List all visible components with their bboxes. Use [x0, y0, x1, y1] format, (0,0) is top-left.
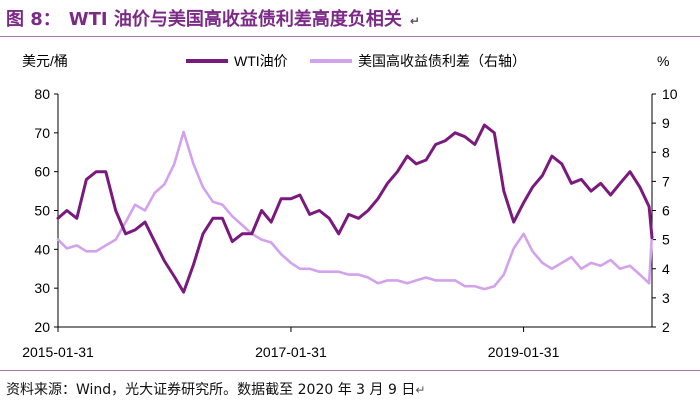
y-left-tick-label: 40 — [34, 241, 50, 257]
legend: WTI油价 美国高收益债利差（右轴） — [186, 53, 526, 69]
y-left-tick-label: 60 — [34, 164, 50, 180]
x-tick-label: 2019-01-31 — [488, 344, 560, 360]
x-tick-label: 2015-01-31 — [22, 344, 94, 360]
tick-group: 20 30 40 50 60 70 80 2 3 4 5 6 7 8 9 10 2015-01-31 2017-0… — [22, 86, 678, 360]
y-left-tick-label: 50 — [34, 203, 50, 219]
y-left-tick-label: 80 — [34, 86, 50, 102]
figure-title-text: WTI 油价与美国高收益债利差高度负相关 — [68, 9, 402, 30]
series-line-wti — [56, 123, 654, 294]
title-end-mark-icon: ↵ — [409, 14, 420, 28]
chart-axes — [57, 94, 653, 328]
y-right-tick-label: 6 — [662, 203, 670, 219]
chart: 20 30 40 50 60 70 80 2 3 4 5 6 7 8 9 10 2015-01-31 2017-0… — [22, 53, 678, 360]
y-right-tick-label: 4 — [662, 261, 670, 277]
y-left-tick-label: 20 — [34, 319, 50, 335]
x-tick-label: 2017-01-31 — [255, 344, 327, 360]
y-right-tick-label: 2 — [662, 319, 670, 335]
y-left-tick-label: 30 — [34, 280, 50, 296]
y-right-tick-label: 3 — [662, 290, 670, 306]
legend-label-wti: WTI油价 — [234, 53, 288, 69]
y-left-tick-label: 70 — [34, 125, 50, 141]
title-rule — [0, 36, 700, 37]
figure-title: 图 8： WTI 油价与美国高收益债利差高度负相关 ↵ — [6, 6, 694, 34]
series-line-spread — [56, 130, 654, 291]
source-end-mark-icon: ↵ — [415, 383, 426, 397]
y-right-tick-label: 10 — [662, 86, 678, 102]
source-rule — [0, 370, 700, 371]
y-right-tick-label: 5 — [662, 232, 670, 248]
y-axis-left-label: 美元/桶 — [22, 53, 68, 69]
legend-label-spread: 美国高收益债利差（右轴） — [358, 53, 526, 69]
source-note: 资料来源：Wind，光大证券研究所。数据截至 2020 年 3 月 9 日↵ — [6, 379, 425, 401]
y-right-tick-label: 9 — [662, 115, 670, 131]
y-axis-right-label: % — [657, 53, 669, 69]
y-right-tick-label: 7 — [662, 173, 670, 189]
figure-label: 图 8： — [6, 9, 61, 30]
source-text: 资料来源：Wind，光大证券研究所。数据截至 2020 年 3 月 9 日 — [6, 382, 416, 398]
y-right-tick-label: 8 — [662, 144, 670, 160]
